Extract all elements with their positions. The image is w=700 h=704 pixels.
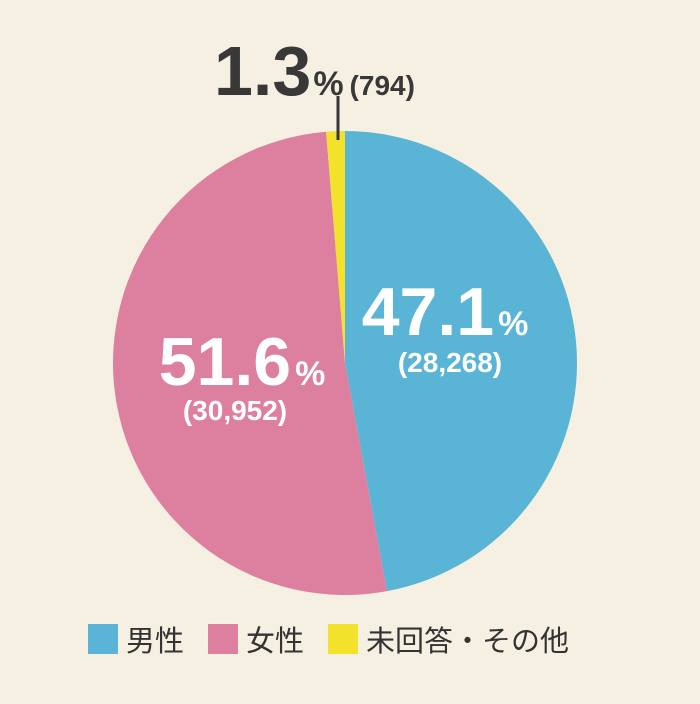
pie-slice-other bbox=[326, 131, 345, 363]
legend-label-other: 未回答・その他 bbox=[366, 624, 570, 658]
legend-swatch-female bbox=[208, 624, 239, 654]
pie-slice-male bbox=[345, 131, 578, 592]
male-percent-label: 47.1% bbox=[362, 274, 529, 350]
pie-slice-female bbox=[113, 131, 388, 595]
legend-item-female: 女性 bbox=[208, 618, 304, 660]
legend-swatch-male bbox=[88, 624, 118, 654]
other-percent-label: 1.3% (794) bbox=[214, 32, 415, 110]
legend-item-other: 未回答・その他 bbox=[328, 618, 569, 660]
legend-item-male: 男性 bbox=[88, 618, 184, 660]
legend-swatch-other bbox=[328, 624, 359, 654]
legend: 男性 女性 未回答・その他 bbox=[88, 618, 593, 660]
female-count-label: (30,952) bbox=[183, 395, 287, 426]
female-percent-label: 51.6% bbox=[159, 324, 326, 400]
legend-label-male: 男性 bbox=[126, 624, 185, 658]
legend-label-female: 女性 bbox=[246, 624, 305, 658]
male-count-label: (28,268) bbox=[398, 347, 502, 378]
